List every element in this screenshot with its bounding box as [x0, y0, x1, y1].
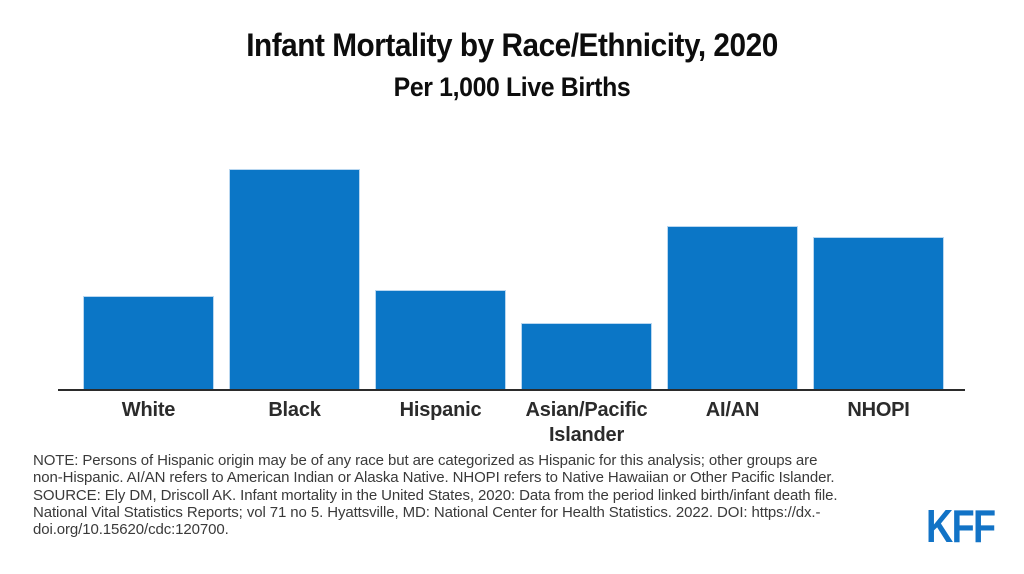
x-axis-line: [58, 389, 965, 391]
bar-ai-an: [667, 226, 798, 389]
axis-label-hispanic: Hispanic: [399, 399, 482, 421]
axis-label-ai-an: AI/AN: [705, 399, 760, 421]
plot-area: [58, 169, 965, 389]
note-line: non-Hispanic. AI/AN refers to American I…: [33, 469, 835, 487]
bar-asian-pacific-islander: [521, 323, 652, 389]
axis-label-black: Black: [268, 399, 321, 421]
note-line: SOURCE: Ely DM, Driscoll AK. Infant mort…: [33, 486, 838, 504]
chart-title: Infant Mortality by Race/Ethnicity, 2020: [246, 27, 778, 63]
axis-label-asian-pacific-islander: Asian/Pacific Islander: [525, 399, 648, 446]
note-line: NOTE: Persons of Hispanic origin may be …: [33, 452, 818, 469]
note-source-text: NOTE: Persons of Hispanic origin may be …: [33, 452, 838, 539]
chart-subtitle: Per 1,000 Live Births: [393, 72, 631, 102]
bar-black: [229, 169, 360, 389]
bar-hispanic: [375, 290, 506, 389]
axis-label-white: White: [121, 399, 176, 421]
note-line: National Vital Statistics Reports; vol 7…: [33, 503, 821, 521]
kff-logo: KFF: [925, 500, 996, 552]
axis-label-nhopi: NHOPI: [847, 399, 910, 421]
x-axis-labels: White Black Hispanic Asian/Pacific Islander…: [83, 398, 944, 448]
note-line: doi.org/10.15620/cdc:120700.: [33, 521, 229, 539]
bar-white: [83, 296, 214, 389]
bar-nhopi: [813, 237, 944, 389]
